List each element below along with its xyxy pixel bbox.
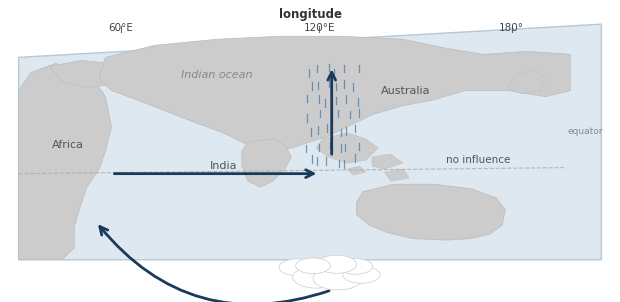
Ellipse shape [338,259,373,274]
Polygon shape [19,63,112,260]
Polygon shape [347,166,366,175]
Text: no influence: no influence [446,155,511,165]
Ellipse shape [296,258,330,274]
Text: Australia: Australia [381,85,431,96]
Polygon shape [99,36,570,151]
Ellipse shape [279,259,316,276]
Polygon shape [508,69,546,94]
Text: equator: equator [567,127,603,136]
Text: Africa: Africa [52,140,84,150]
Text: 180°: 180° [499,23,524,33]
Text: longitude: longitude [278,8,342,21]
Ellipse shape [317,255,356,273]
Polygon shape [316,133,378,163]
Ellipse shape [313,267,363,290]
Ellipse shape [293,266,340,288]
Polygon shape [372,154,403,169]
Polygon shape [356,184,505,240]
Text: 120°E: 120°E [304,23,335,33]
Text: 60°E: 60°E [108,23,133,33]
Text: India: India [210,161,237,171]
FancyArrowPatch shape [100,226,329,302]
Ellipse shape [343,266,380,283]
Polygon shape [384,169,409,181]
Text: Indian ocean: Indian ocean [181,70,253,81]
Polygon shape [242,139,291,187]
Polygon shape [19,24,601,260]
Polygon shape [50,60,124,88]
